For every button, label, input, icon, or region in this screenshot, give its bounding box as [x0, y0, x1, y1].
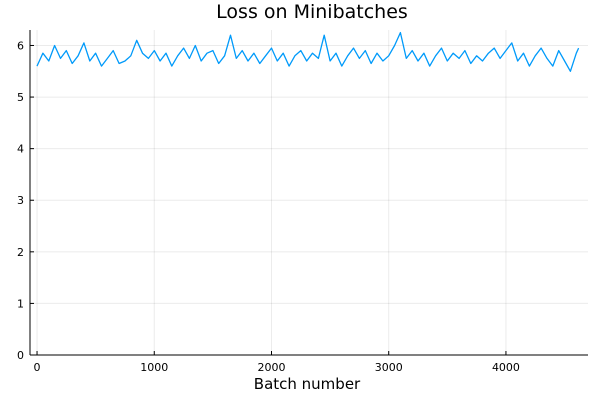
- y-tick-label: 3: [17, 194, 24, 207]
- tick-labels: 0 1000 2000 3000 4000 0 1 2 3 4 5 6: [17, 39, 520, 374]
- series-layer: [36, 31, 580, 72]
- chart-title: Loss on Minibatches: [216, 1, 408, 23]
- y-tick-label: 5: [17, 91, 24, 104]
- x-tick-label: 4000: [492, 361, 520, 374]
- x-tick-label: 3000: [375, 361, 403, 374]
- y-tick-label: 2: [17, 246, 24, 259]
- x-tick-label: 2000: [257, 361, 285, 374]
- y-tick-label: 0: [17, 349, 24, 362]
- x-tick-label: 0: [34, 361, 41, 374]
- x-tick-label: 1000: [140, 361, 168, 374]
- x-axis-label: Batch number: [254, 375, 361, 393]
- y-tick-label: 6: [17, 39, 24, 52]
- grid: [30, 30, 588, 356]
- y-tick-label: 1: [17, 297, 24, 310]
- y-tick-label: 4: [17, 143, 24, 156]
- loss-series-line: [36, 31, 580, 72]
- axes: [29, 30, 588, 356]
